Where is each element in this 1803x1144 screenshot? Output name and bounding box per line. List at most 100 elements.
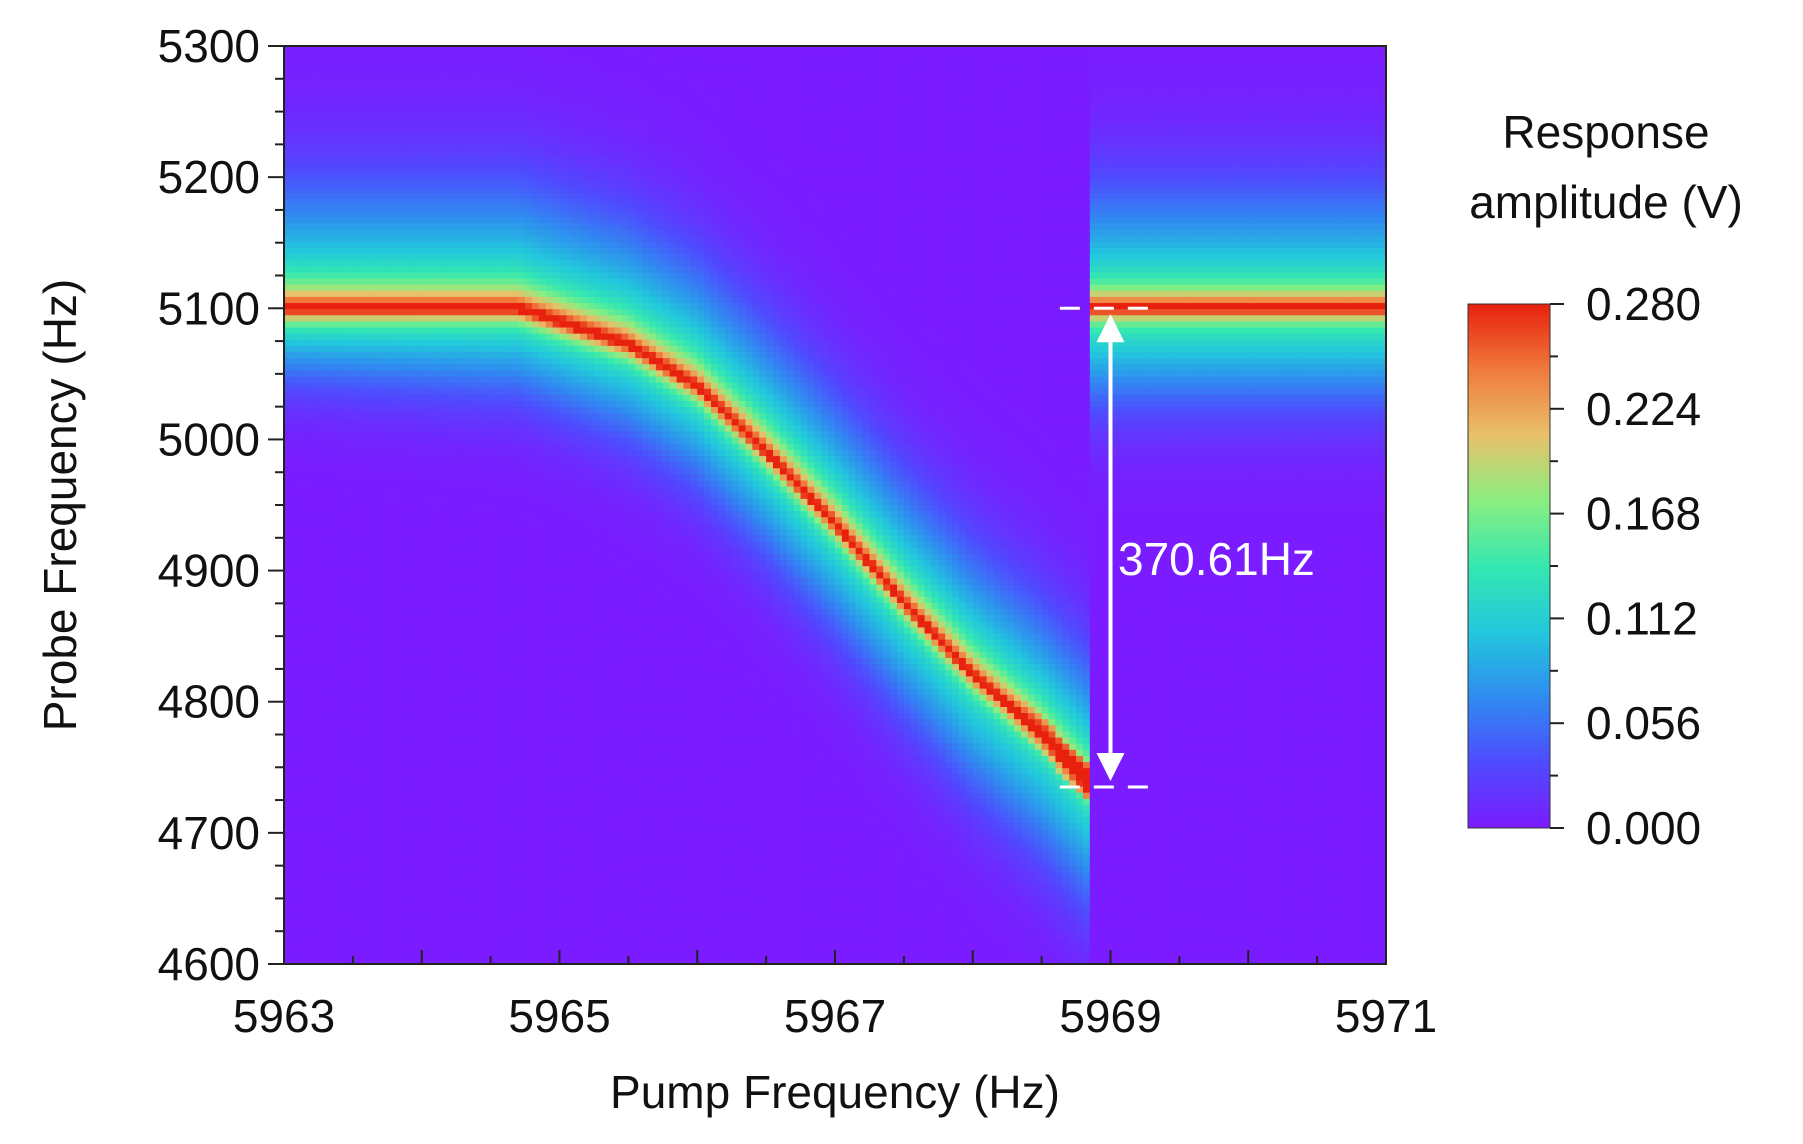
heatmap-cell: [346, 676, 353, 683]
heatmap-cell: [312, 303, 319, 310]
heatmap-cell: [312, 878, 319, 885]
heatmap-cell: [298, 499, 305, 506]
heatmap-cell: [298, 309, 305, 316]
heatmap-cell: [298, 891, 305, 898]
heatmap-cell: [291, 542, 298, 549]
heatmap-cell: [325, 891, 332, 898]
heatmap-cell: [298, 854, 305, 861]
heatmap-cell: [332, 542, 339, 549]
heatmap-cell: [346, 731, 353, 738]
heatmap-cell: [284, 897, 291, 904]
heatmap-cell: [284, 921, 291, 928]
heatmap-cell: [318, 536, 325, 543]
heatmap-cell: [305, 646, 312, 653]
heatmap-cell: [284, 793, 291, 800]
heatmap-cell: [353, 548, 360, 555]
heatmap-cell: [284, 676, 291, 683]
heatmap-cell: [305, 909, 312, 916]
heatmap-cell: [353, 285, 360, 292]
heatmap-cell: [346, 309, 353, 316]
heatmap-cell: [318, 707, 325, 714]
heatmap-cell: [298, 542, 305, 549]
heatmap-cell: [332, 946, 339, 953]
heatmap-cell: [291, 389, 298, 396]
heatmap-cell: [353, 591, 360, 598]
heatmap-cell: [298, 156, 305, 163]
heatmap-cell: [305, 474, 312, 481]
heatmap-cell: [312, 248, 319, 255]
heatmap-cell: [332, 450, 339, 457]
heatmap-cell: [305, 266, 312, 273]
heatmap-cell: [325, 254, 332, 261]
heatmap-cell: [305, 548, 312, 555]
heatmap-cell: [284, 909, 291, 916]
heatmap-cell: [346, 866, 353, 873]
heatmap-cell: [312, 89, 319, 96]
heatmap-cell: [318, 554, 325, 561]
heatmap-cell: [312, 646, 319, 653]
heatmap-cell: [298, 83, 305, 90]
heatmap-cell: [312, 346, 319, 353]
heatmap-cell: [332, 609, 339, 616]
heatmap-cell: [339, 346, 346, 353]
heatmap-cell: [339, 884, 346, 891]
heatmap-cell: [298, 793, 305, 800]
heatmap-cell: [305, 866, 312, 873]
heatmap-cell: [332, 70, 339, 77]
heatmap-cell: [339, 150, 346, 157]
heatmap-cell: [339, 946, 346, 953]
heatmap-cell: [312, 376, 319, 383]
heatmap-cell: [353, 505, 360, 512]
heatmap-cell: [332, 468, 339, 475]
heatmap-cell: [291, 303, 298, 310]
heatmap-cell: [339, 817, 346, 824]
heatmap-cell: [318, 701, 325, 708]
heatmap-cell: [284, 695, 291, 702]
heatmap-cell: [353, 334, 360, 341]
heatmap-cell: [339, 450, 346, 457]
heatmap-cell: [305, 383, 312, 390]
heatmap-cell: [284, 107, 291, 114]
heatmap-cell: [312, 254, 319, 261]
heatmap-cell: [284, 260, 291, 267]
heatmap-cell: [291, 536, 298, 543]
heatmap-cell: [346, 548, 353, 555]
heatmap-cell: [284, 768, 291, 775]
heatmap-cell: [298, 878, 305, 885]
heatmap-cell: [318, 597, 325, 604]
heatmap-cell: [353, 119, 360, 126]
heatmap-cell: [318, 230, 325, 237]
heatmap-cell: [332, 676, 339, 683]
heatmap-cell: [346, 878, 353, 885]
heatmap-cell: [305, 138, 312, 145]
heatmap-cell: [339, 107, 346, 114]
heatmap-cell: [305, 407, 312, 414]
heatmap-cell: [291, 554, 298, 561]
heatmap-cell: [346, 52, 353, 59]
heatmap-cell: [332, 132, 339, 139]
heatmap-cell: [353, 572, 360, 579]
heatmap-cell: [284, 627, 291, 634]
heatmap-cell: [284, 566, 291, 573]
heatmap-cell: [346, 481, 353, 488]
heatmap-cell: [332, 603, 339, 610]
heatmap-cell: [291, 597, 298, 604]
heatmap-cell: [291, 689, 298, 696]
heatmap-cell: [325, 462, 332, 469]
heatmap-cell: [339, 933, 346, 940]
heatmap-cell: [312, 793, 319, 800]
heatmap-cell: [284, 578, 291, 585]
heatmap-cell: [298, 260, 305, 267]
heatmap-cell: [291, 462, 298, 469]
heatmap-cell: [305, 119, 312, 126]
heatmap-cell: [332, 842, 339, 849]
heatmap-cell: [305, 46, 312, 53]
heatmap-cell: [346, 780, 353, 787]
heatmap-cell: [325, 474, 332, 481]
heatmap-cell: [284, 438, 291, 445]
heatmap-cell: [298, 150, 305, 157]
heatmap-cell: [284, 946, 291, 953]
heatmap-cell: [339, 328, 346, 335]
heatmap-cell: [291, 46, 298, 53]
heatmap-cell: [312, 389, 319, 396]
